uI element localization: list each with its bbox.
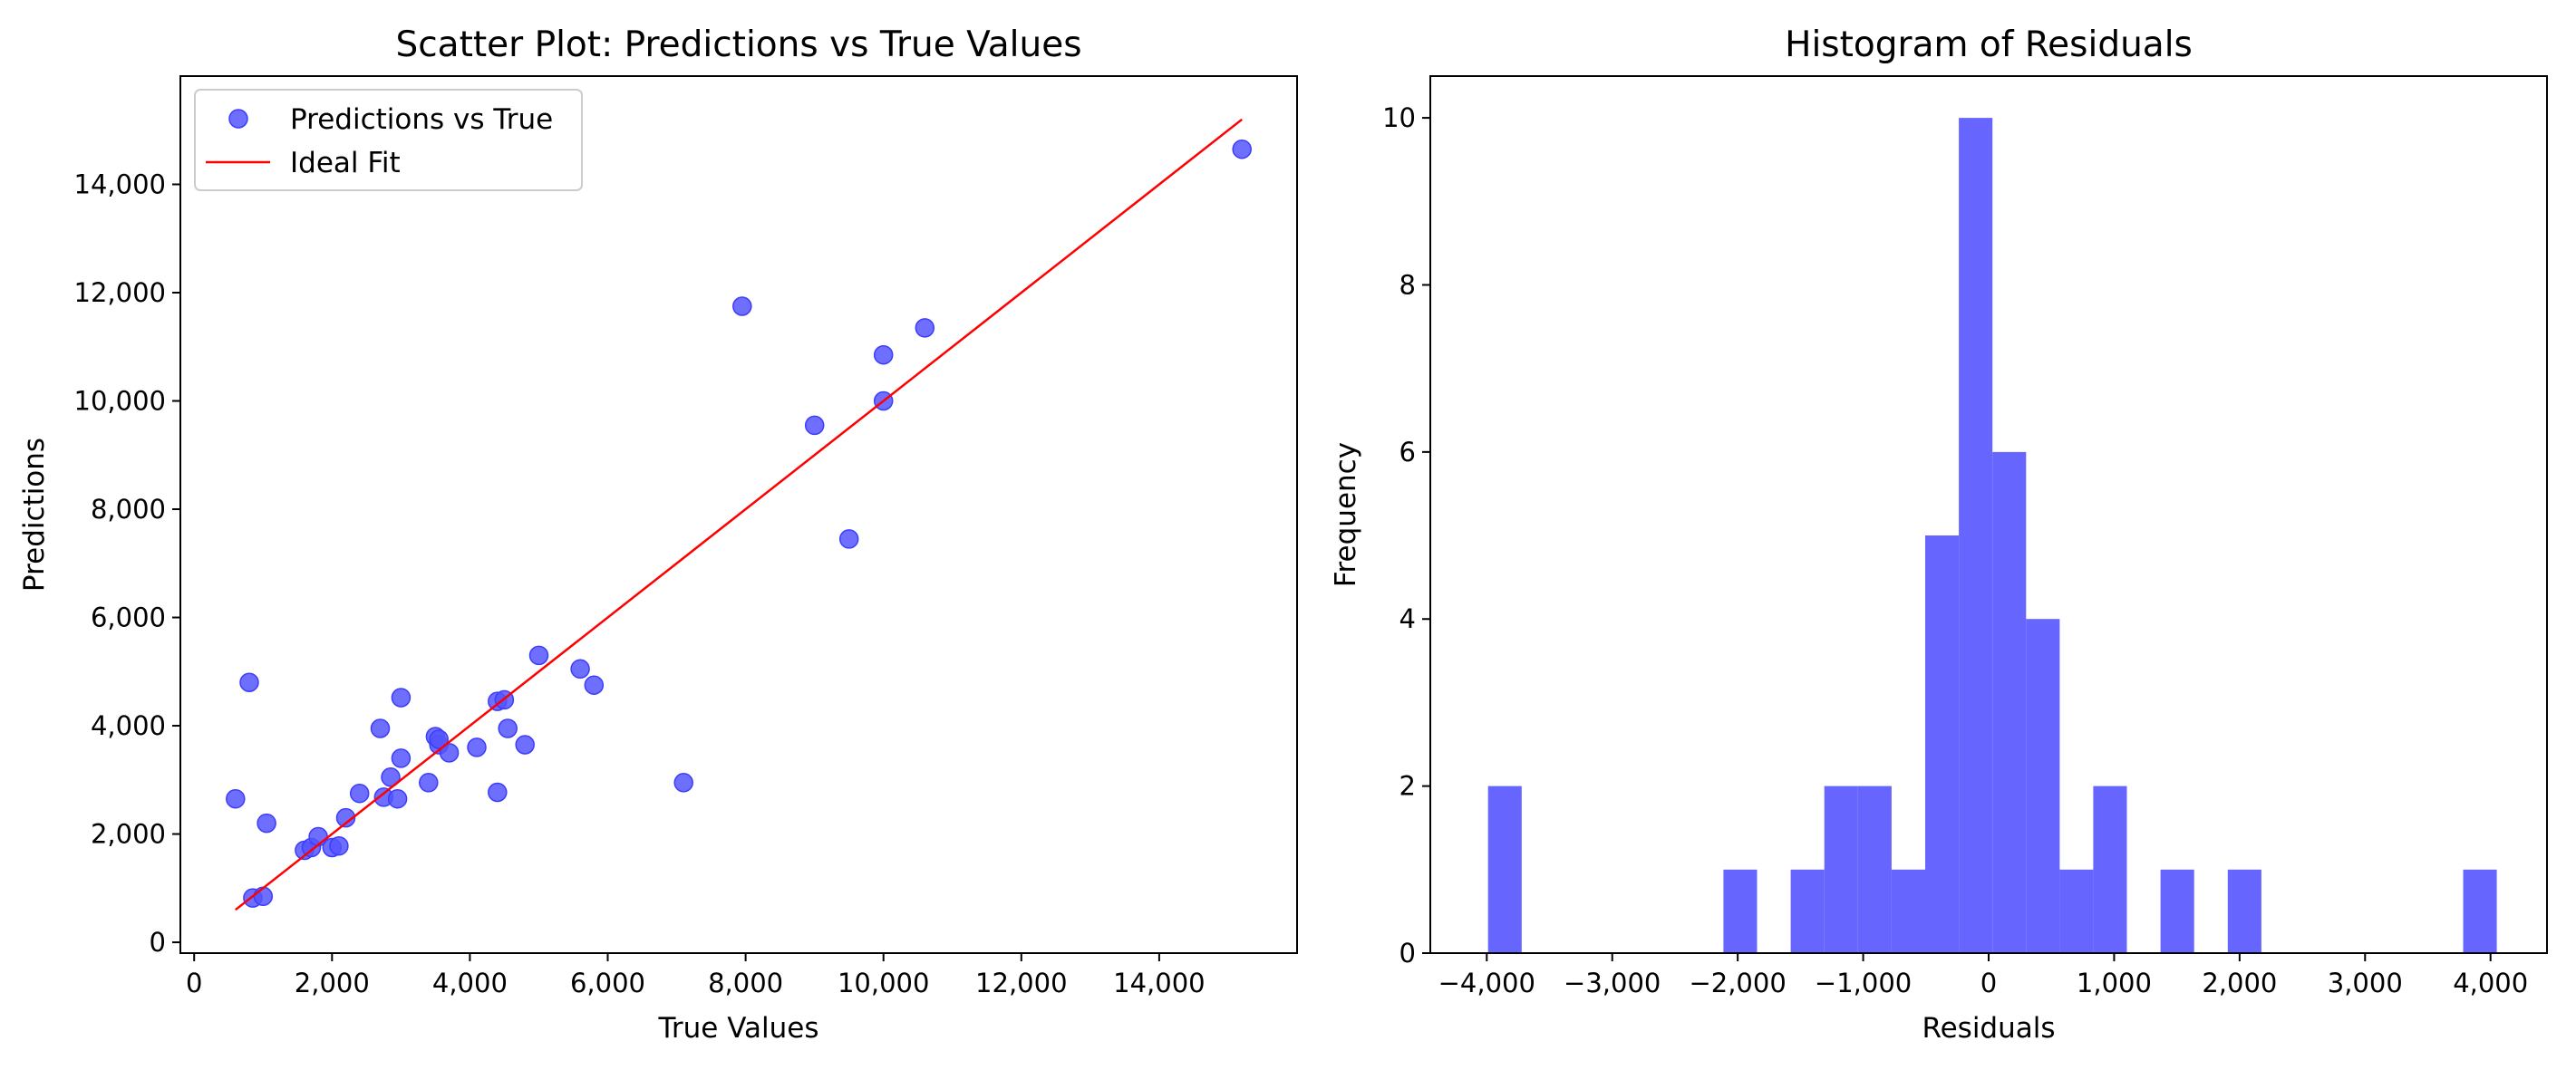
scatter-point bbox=[239, 672, 259, 692]
scatter-point bbox=[584, 675, 605, 695]
histogram-bar bbox=[2059, 869, 2094, 953]
scatter-point bbox=[838, 529, 859, 549]
scatter-point bbox=[349, 783, 370, 804]
scatter-point bbox=[732, 296, 752, 316]
scatter-legend: Predictions vs True Ideal Fit bbox=[194, 89, 583, 191]
scatter-point bbox=[335, 807, 356, 828]
histogram-y-tick-label: 6 bbox=[1399, 437, 1416, 468]
scatter-y-label: Predictions bbox=[18, 438, 51, 592]
legend-label-predictions: Predictions vs True bbox=[290, 103, 553, 136]
scatter-point bbox=[873, 344, 894, 365]
histogram-marks bbox=[1487, 118, 2497, 954]
scatter-x-tick-label: 6,000 bbox=[570, 968, 645, 998]
scatter-y-tick-label: 14,000 bbox=[74, 169, 166, 200]
histogram-y-tick-label: 8 bbox=[1399, 269, 1416, 300]
histogram-y-label: Frequency bbox=[1330, 442, 1362, 587]
scatter-point bbox=[381, 767, 401, 787]
scatter-y-tick-label: 6,000 bbox=[91, 602, 166, 633]
histogram-x-tick-label: 4,000 bbox=[2453, 968, 2528, 998]
scatter-y-tick-label: 4,000 bbox=[91, 710, 166, 741]
histogram-bar bbox=[1891, 869, 1925, 953]
scatter-y-tick-label: 12,000 bbox=[74, 277, 166, 308]
histogram-y-tick-label: 0 bbox=[1399, 938, 1416, 969]
scatter-point bbox=[226, 788, 246, 809]
scatter-x-tick-label: 14,000 bbox=[1113, 968, 1205, 998]
scatter-y-tick-label: 2,000 bbox=[91, 819, 166, 850]
scatter-y-tick-label: 0 bbox=[150, 927, 166, 958]
legend-marker-predictions bbox=[228, 109, 248, 129]
histogram-x-tick-label: −3,000 bbox=[1564, 968, 1661, 998]
scatter-axes-frame bbox=[179, 75, 1298, 954]
scatter-title: Scatter Plot: Predictions vs True Values bbox=[395, 24, 1081, 65]
scatter-y-tick-label: 10,000 bbox=[74, 386, 166, 417]
scatter-point bbox=[391, 688, 412, 708]
ideal-fit-line bbox=[235, 118, 1243, 911]
histogram-bar bbox=[1487, 786, 1522, 953]
scatter-point bbox=[1232, 139, 1252, 159]
histogram-x-tick-label: 3,000 bbox=[2328, 968, 2403, 998]
scatter-point bbox=[915, 318, 935, 338]
scatter-point bbox=[439, 743, 460, 763]
scatter-y-tick-label: 8,000 bbox=[91, 494, 166, 525]
scatter-x-tick-label: 4,000 bbox=[432, 968, 508, 998]
scatter-point bbox=[370, 718, 391, 738]
histogram-x-tick-label: −4,000 bbox=[1438, 968, 1535, 998]
scatter-point bbox=[673, 773, 693, 793]
scatter-x-tick-label: 2,000 bbox=[295, 968, 370, 998]
scatter-point bbox=[528, 645, 549, 666]
legend-frame bbox=[194, 89, 583, 191]
scatter-x-tick-label: 0 bbox=[186, 968, 202, 998]
scatter-point bbox=[253, 886, 274, 907]
scatter-panel: Scatter Plot: Predictions vs True Values… bbox=[18, 24, 1298, 1045]
histogram-title: Histogram of Residuals bbox=[1785, 24, 2193, 65]
histogram-bar bbox=[1925, 535, 1960, 953]
scatter-point bbox=[570, 659, 590, 680]
histogram-bar bbox=[2160, 869, 2194, 953]
histogram-x-tick-label: 2,000 bbox=[2202, 968, 2277, 998]
histogram-bar bbox=[1723, 869, 1758, 953]
scatter-point bbox=[429, 729, 449, 749]
scatter-point bbox=[488, 782, 508, 803]
histogram-y-tick-label: 2 bbox=[1399, 771, 1416, 802]
histogram-y-tick-label: 10 bbox=[1382, 102, 1416, 133]
scatter-ticks: 0 2,000 4,000 6,000 8,000 10,000 12,000 14,000 0… bbox=[74, 169, 1206, 998]
scatter-point bbox=[391, 748, 412, 768]
scatter-point bbox=[257, 813, 276, 834]
histogram-bar bbox=[2463, 869, 2497, 953]
scatter-x-tick-label: 12,000 bbox=[975, 968, 1067, 998]
histogram-bar bbox=[2227, 869, 2261, 953]
scatter-point bbox=[467, 737, 487, 757]
scatter-point bbox=[329, 835, 349, 856]
scatter-point bbox=[804, 415, 825, 436]
legend-label-ideal-fit: Ideal Fit bbox=[290, 147, 401, 179]
histogram-ticks: −4,000 −3,000 −2,000 −1,000 0 1,000 2,000 3,000… bbox=[1382, 102, 2528, 998]
histogram-panel: Histogram of Residuals −4,000 −3,000 −2,00… bbox=[1330, 24, 2548, 1045]
scatter-marks bbox=[226, 118, 1252, 911]
histogram-bar bbox=[1992, 451, 2027, 953]
histogram-bar bbox=[1857, 786, 1892, 953]
scatter-point bbox=[387, 788, 408, 809]
scatter-point bbox=[515, 735, 535, 755]
scatter-x-tick-label: 8,000 bbox=[708, 968, 783, 998]
histogram-x-label: Residuals bbox=[1922, 1012, 2055, 1045]
scatter-point bbox=[419, 773, 439, 793]
histogram-x-tick-label: 0 bbox=[1980, 968, 1997, 998]
histogram-bar bbox=[1959, 118, 1993, 954]
histogram-x-tick-label: 1,000 bbox=[2077, 968, 2152, 998]
scatter-x-tick-label: 10,000 bbox=[838, 968, 929, 998]
histogram-y-tick-label: 4 bbox=[1399, 603, 1416, 634]
histogram-x-tick-label: −2,000 bbox=[1689, 968, 1786, 998]
histogram-bar bbox=[1824, 786, 1858, 953]
scatter-point bbox=[498, 718, 518, 738]
histogram-bar bbox=[2093, 786, 2127, 953]
histogram-bar bbox=[1790, 869, 1825, 953]
scatter-x-label: True Values bbox=[658, 1012, 819, 1045]
histogram-bar bbox=[2026, 619, 2060, 953]
histogram-x-tick-label: −1,000 bbox=[1815, 968, 1912, 998]
